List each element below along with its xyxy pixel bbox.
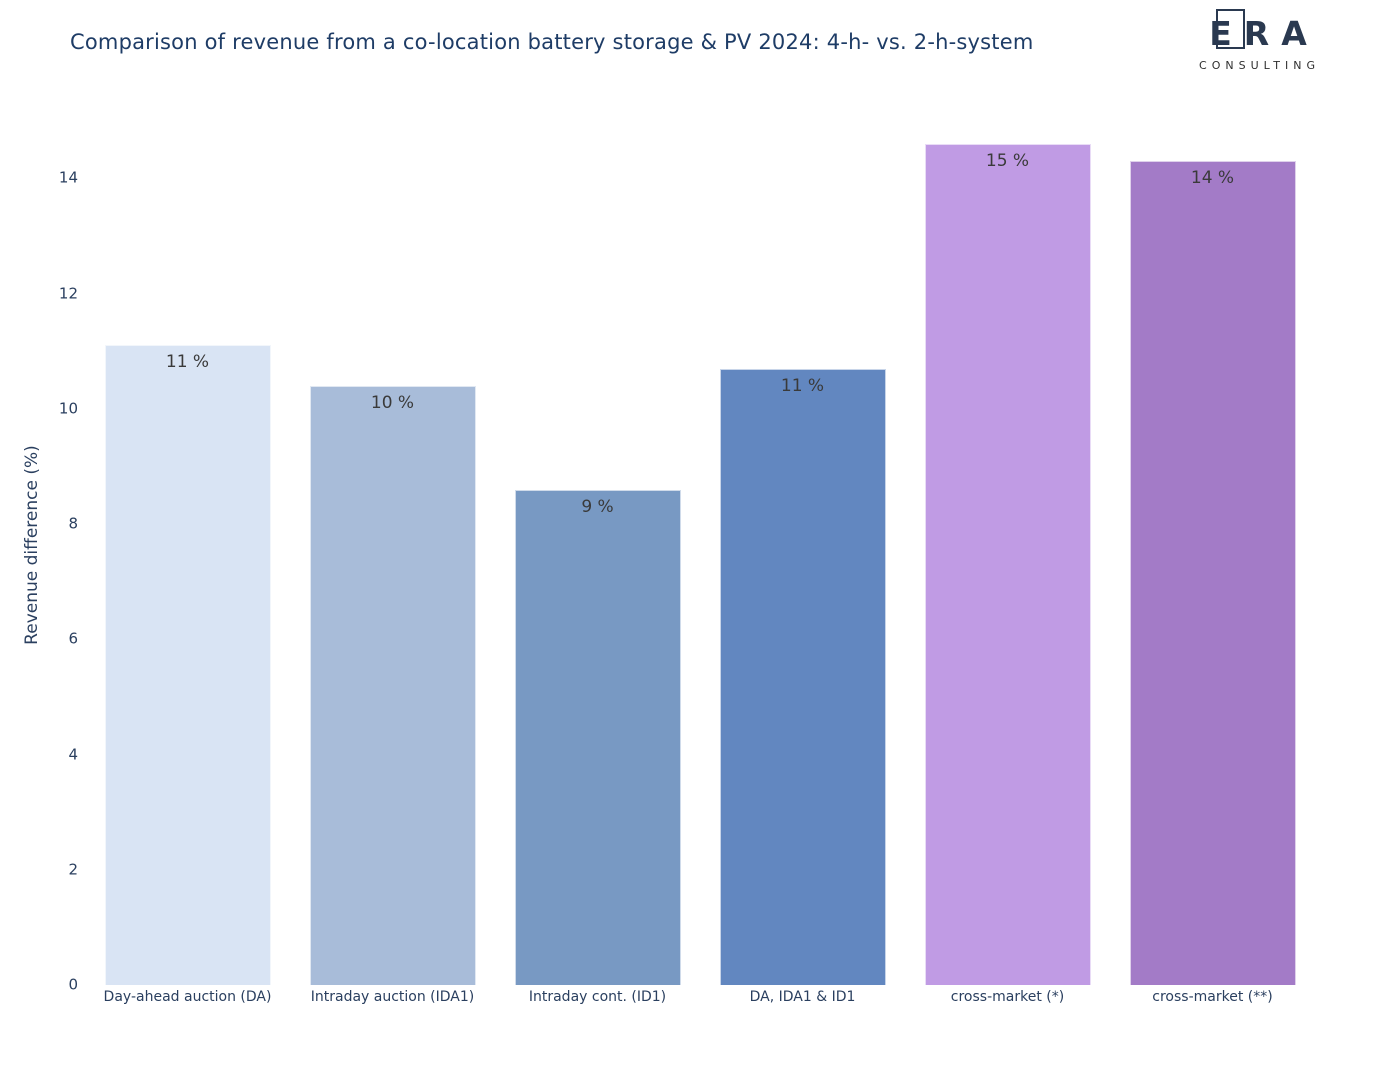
y-tick-label: 8: [68, 514, 78, 533]
bar-value-label: 11 %: [165, 352, 210, 373]
logo-subtitle: CONSULTING: [1199, 59, 1320, 73]
bar: 11 %: [104, 345, 271, 985]
bar: 9 %: [514, 489, 681, 985]
bar-slot: 11 % DA, IDA1 & ID1: [700, 115, 905, 1005]
category-label: cross-market (*): [950, 989, 1065, 1005]
y-tick-label: 4: [68, 745, 78, 764]
bar-value-label: 11 %: [780, 375, 825, 396]
y-tick-label: 10: [58, 399, 78, 418]
chart-title: Comparison of revenue from a co-location…: [70, 30, 1034, 54]
y-tick-label: 2: [68, 860, 78, 879]
bar-slot: 15 % cross-market (*): [905, 115, 1110, 1005]
bar: 14 %: [1129, 161, 1296, 985]
y-tick-label: 14: [58, 168, 78, 187]
bar-value-label: 15 %: [985, 150, 1030, 171]
category-label: DA, IDA1 & ID1: [749, 989, 856, 1005]
bar-value-label: 9 %: [581, 496, 614, 517]
bar: 11 %: [719, 368, 886, 985]
bar: 15 %: [924, 143, 1091, 985]
logo-letter-a: A: [1281, 14, 1307, 53]
y-tick-label: 12: [58, 284, 78, 303]
category-label: Intraday auction (IDA1): [310, 989, 475, 1005]
era-consulting-logo: E R A CONSULTING: [1196, 8, 1320, 73]
bar-slot: 9 % Intraday cont. (ID1): [495, 115, 700, 1005]
logo-letter-e: E: [1203, 8, 1245, 52]
bar-slot: 10 % Intraday auction (IDA1): [290, 115, 495, 1005]
bar-value-label: 10 %: [370, 392, 415, 413]
bar: 10 %: [309, 385, 476, 985]
y-axis-ticks: 0 2 4 6 8 10 12 14: [0, 115, 78, 992]
category-label: Day-ahead auction (DA): [103, 989, 272, 1005]
category-label: Intraday cont. (ID1): [528, 989, 667, 1005]
y-tick-label: 0: [68, 975, 78, 994]
bar-slot: 11 % Day-ahead auction (DA): [85, 115, 290, 1005]
category-label: cross-market (**): [1152, 989, 1273, 1005]
bar-value-label: 14 %: [1190, 168, 1235, 189]
plot-area: 11 % Day-ahead auction (DA) 10 % Intraday a…: [85, 115, 1315, 1005]
bar-slot: 14 % cross-market (**): [1110, 115, 1315, 1005]
y-tick-label: 6: [68, 629, 78, 648]
logo-letter-r: R: [1243, 14, 1270, 53]
logo-wordmark: E R A: [1196, 8, 1320, 53]
